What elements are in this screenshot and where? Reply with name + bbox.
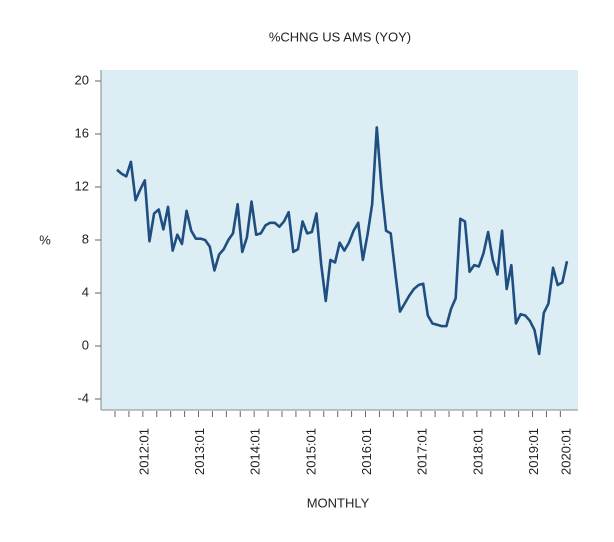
x-tick-label: 2012:01	[136, 428, 151, 475]
y-axis-label: %	[39, 232, 51, 247]
y-tick-label: 12	[75, 178, 89, 193]
chart-title: %CHNG US AMS (YOY)	[269, 29, 411, 44]
y-tick-label: 16	[75, 125, 89, 140]
y-tick-label: 4	[82, 284, 89, 299]
x-tick-label: 2020:01	[558, 428, 573, 475]
x-axis-label: MONTHLY	[307, 495, 370, 510]
x-tick-label: 2014:01	[248, 428, 263, 475]
y-tick-label: 8	[82, 231, 89, 246]
x-tick-label: 2018:01	[470, 428, 485, 475]
y-tick-label: -4	[77, 390, 89, 405]
y-tick-label: 0	[82, 337, 89, 352]
series-line	[116, 126, 569, 356]
x-tick-label: 2019:01	[526, 428, 541, 475]
x-tick-label: 2016:01	[359, 428, 374, 475]
x-tick-label: 2013:01	[192, 428, 207, 475]
y-tick-label: 20	[75, 72, 89, 87]
x-tick-label: 2017:01	[415, 428, 430, 475]
x-tick-label: 2015:01	[303, 428, 318, 475]
